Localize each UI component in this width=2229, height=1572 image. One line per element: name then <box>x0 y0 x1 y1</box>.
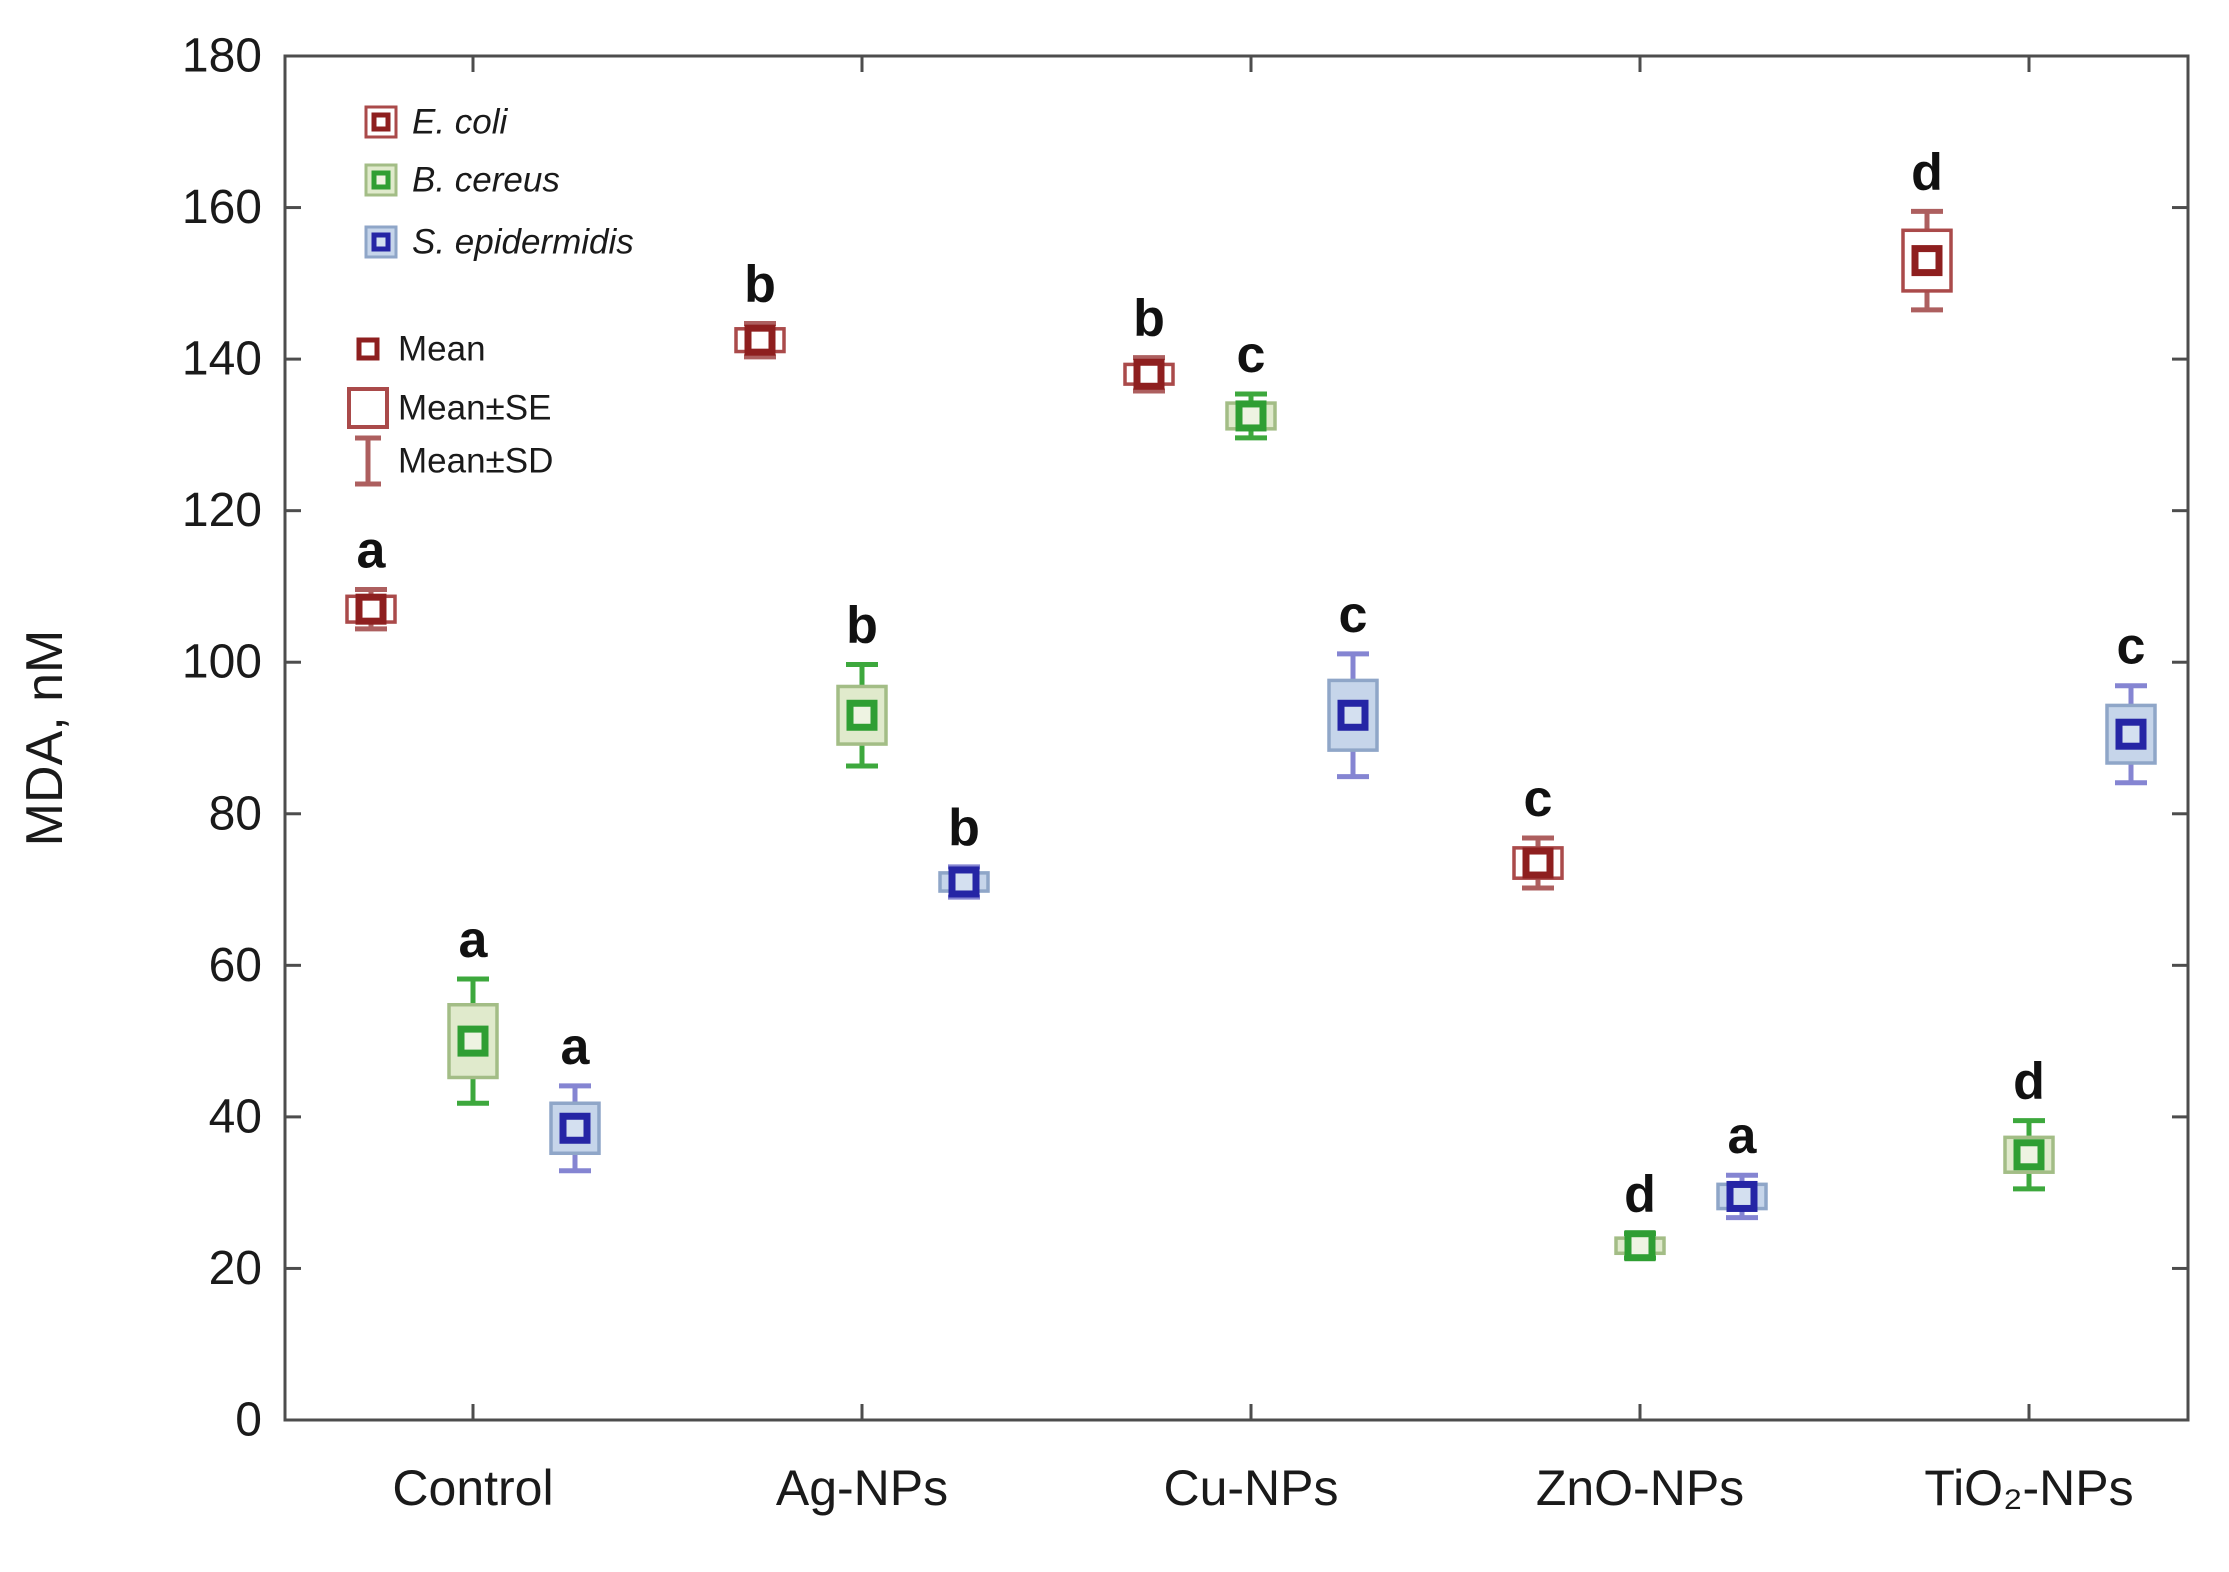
mean-marker <box>846 699 878 731</box>
series-2: a b c a c <box>549 586 2157 1221</box>
y-tick-label: 120 <box>182 484 262 537</box>
x-category-label: ZnO-NPs <box>1536 1460 1744 1516</box>
mean-marker <box>1133 358 1165 390</box>
mean-marker <box>2115 718 2147 750</box>
y-tick-label: 60 <box>209 939 262 992</box>
sig-letter: b <box>846 596 878 654</box>
plot-frame <box>283 54 2190 1422</box>
x-category-label: Ag-NPs <box>776 1460 948 1516</box>
sig-letter: a <box>357 521 387 579</box>
mean-marker <box>1522 847 1554 879</box>
mean-marker <box>948 866 980 898</box>
x-category-label: Control <box>392 1460 553 1516</box>
sig-letter: a <box>561 1018 591 1076</box>
sig-letter: d <box>2013 1053 2045 1111</box>
sig-letter: a <box>459 911 489 969</box>
mean-marker <box>1624 1230 1656 1262</box>
sig-letter: b <box>744 255 776 313</box>
legend-item-mean-sd: Mean±SD <box>355 435 553 487</box>
sig-letter: c <box>2117 618 2146 676</box>
y-tick-label: 80 <box>209 787 262 840</box>
mean-marker <box>1337 699 1369 731</box>
sig-letter: d <box>1624 1166 1656 1224</box>
legend-species-swatch <box>364 163 398 197</box>
mean-marker <box>457 1025 489 1057</box>
legend-item-mean-se: Mean±SE <box>347 387 551 429</box>
legend-mean-glyph <box>356 337 380 361</box>
legend-item-mean: Mean <box>356 330 486 369</box>
series-0: a b b c d <box>345 143 1953 891</box>
legend-species-mean-mark <box>371 232 391 252</box>
sig-letter: c <box>1524 770 1553 828</box>
y-tick-label: 140 <box>182 333 262 386</box>
legend-se-glyph <box>347 387 389 429</box>
mean-marker <box>1726 1180 1758 1212</box>
legend-species-mean-mark <box>371 112 391 132</box>
legend-se-label: Mean±SE <box>398 389 551 428</box>
legend-species-label: B. cereus <box>412 161 560 200</box>
legend-species-mean-mark <box>371 170 391 190</box>
legend-item-species: E. coli <box>364 103 509 142</box>
sig-letter: b <box>1133 290 1165 348</box>
y-tick-label: 160 <box>182 181 262 234</box>
mean-marker <box>2013 1139 2045 1171</box>
legend-item-species: S. epidermidis <box>364 223 634 262</box>
mean-marker <box>1235 400 1267 432</box>
legend-species-label: S. epidermidis <box>412 223 634 262</box>
mean-marker <box>744 324 776 356</box>
x-category-label: Cu-NPs <box>1163 1460 1338 1516</box>
legend-species-label: E. coli <box>412 103 509 142</box>
y-tick-label: 100 <box>182 636 262 689</box>
mean-marker <box>1911 245 1943 277</box>
legend-mean-label: Mean <box>398 330 486 369</box>
y-axis-title: MDA, nM <box>16 630 74 847</box>
series-1: a b c d d <box>447 326 2055 1262</box>
sig-letter: a <box>1728 1107 1758 1165</box>
sig-letter: c <box>1237 326 1266 384</box>
mean-marker <box>355 593 387 625</box>
y-tick-label: 0 <box>235 1394 262 1447</box>
y-tick-label: 20 <box>209 1242 262 1295</box>
y-tick-label: 180 <box>182 30 262 83</box>
mean-marker <box>559 1112 591 1144</box>
legend-species-swatch <box>364 225 398 259</box>
legend-sd-label: Mean±SD <box>398 442 553 481</box>
sig-letter: d <box>1911 143 1943 201</box>
sig-letter: b <box>948 799 980 857</box>
sig-letter: c <box>1339 586 1368 644</box>
x-category-label: TiO₂-NPs <box>1924 1460 2133 1516</box>
y-tick-label: 40 <box>209 1090 262 1143</box>
legend-item-species: B. cereus <box>364 161 560 200</box>
